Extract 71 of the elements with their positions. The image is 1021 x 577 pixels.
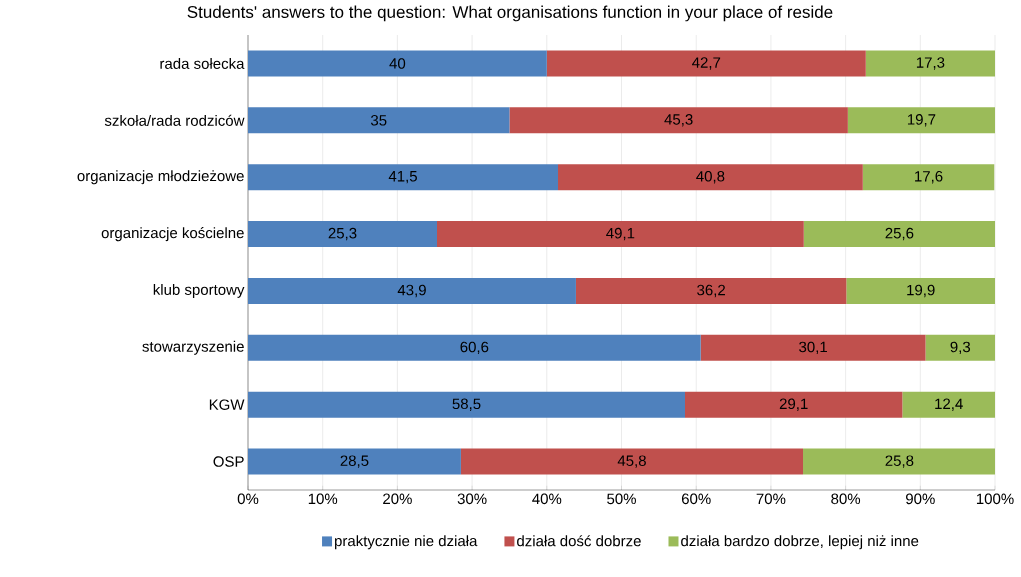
legend-label: działa dość dobrze [517, 535, 641, 547]
data-label: 12,4 [935, 398, 963, 411]
data-label: 49,1 [606, 227, 635, 241]
y-tick-label: organizacje młodzieżowe [77, 170, 244, 185]
data-label: 45,8 [617, 455, 646, 468]
x-tick-label: 50% [607, 493, 636, 505]
bar [248, 164, 559, 191]
bar [575, 277, 847, 304]
bar [865, 50, 996, 77]
bar [847, 107, 996, 134]
y-tick-label: szkoła/rada rodziców [104, 114, 245, 126]
data-label: 58,5 [452, 398, 481, 411]
data-label: 25,8 [885, 455, 914, 468]
y-tick-label: OSP [213, 456, 244, 467]
bar [925, 334, 996, 361]
data-label: 35 [370, 115, 387, 126]
data-label: 25,6 [885, 227, 914, 241]
data-label: 17,3 [916, 57, 945, 70]
bar [248, 448, 461, 475]
data-label: 9,3 [950, 341, 971, 355]
bar [846, 277, 996, 304]
data-label: 29,1 [779, 398, 808, 411]
y-tick-label: klub sportowy [153, 283, 245, 298]
data-label: 17,6 [915, 171, 943, 184]
legend-label: praktycznie nie działa [335, 535, 478, 550]
x-tick-label: 100% [976, 493, 1014, 505]
bar [803, 448, 996, 475]
y-tick-label: stowarzyszenie [142, 340, 244, 355]
data-label: 60,6 [460, 341, 489, 355]
data-label: 30,1 [799, 341, 827, 355]
bar [700, 334, 926, 361]
x-tick-label: 0% [237, 493, 259, 505]
bar [248, 334, 701, 361]
data-label: 43,9 [397, 284, 426, 298]
x-tick-label: 20% [383, 493, 412, 505]
bar [248, 391, 685, 418]
bar [685, 391, 903, 418]
y-tick-label: organizacje kościelne [101, 226, 244, 242]
bar [248, 50, 547, 77]
x-tick-label: 40% [532, 493, 562, 505]
data-label: 19,7 [907, 114, 936, 127]
x-tick-label: 80% [831, 493, 861, 505]
bar [558, 164, 863, 191]
bar [546, 50, 866, 77]
bar [460, 448, 804, 475]
bar [248, 277, 576, 304]
chart-title: Students' answers to the question: What organisations function in your place of reside [187, 5, 833, 22]
bar [902, 391, 996, 418]
y-tick-label: KGW [209, 399, 245, 410]
data-label: 41,5 [388, 171, 417, 184]
x-tick-label: 60% [681, 493, 711, 505]
data-label: 25,3 [328, 227, 357, 241]
bar [862, 164, 995, 191]
data-label: 42,7 [692, 57, 721, 70]
y-tick-label: rada sołecka [160, 57, 245, 69]
data-label: 28,5 [340, 455, 369, 468]
data-label: 40 [389, 58, 406, 69]
x-tick-label: 10% [308, 493, 338, 505]
legend-label: działa bardzo dobrze, lepiej niż inne [681, 535, 919, 550]
x-tick-label: 90% [906, 493, 935, 505]
bar [509, 107, 848, 134]
data-label: 36,2 [697, 284, 725, 298]
data-label: 45,3 [664, 114, 693, 127]
data-label: 40,8 [696, 171, 725, 184]
bar [248, 221, 437, 248]
bar [803, 221, 996, 248]
x-tick-label: 30% [457, 493, 487, 505]
x-tick-label: 70% [756, 493, 786, 505]
data-label: 19,9 [907, 284, 935, 298]
bar [248, 107, 510, 134]
bar [437, 221, 804, 248]
